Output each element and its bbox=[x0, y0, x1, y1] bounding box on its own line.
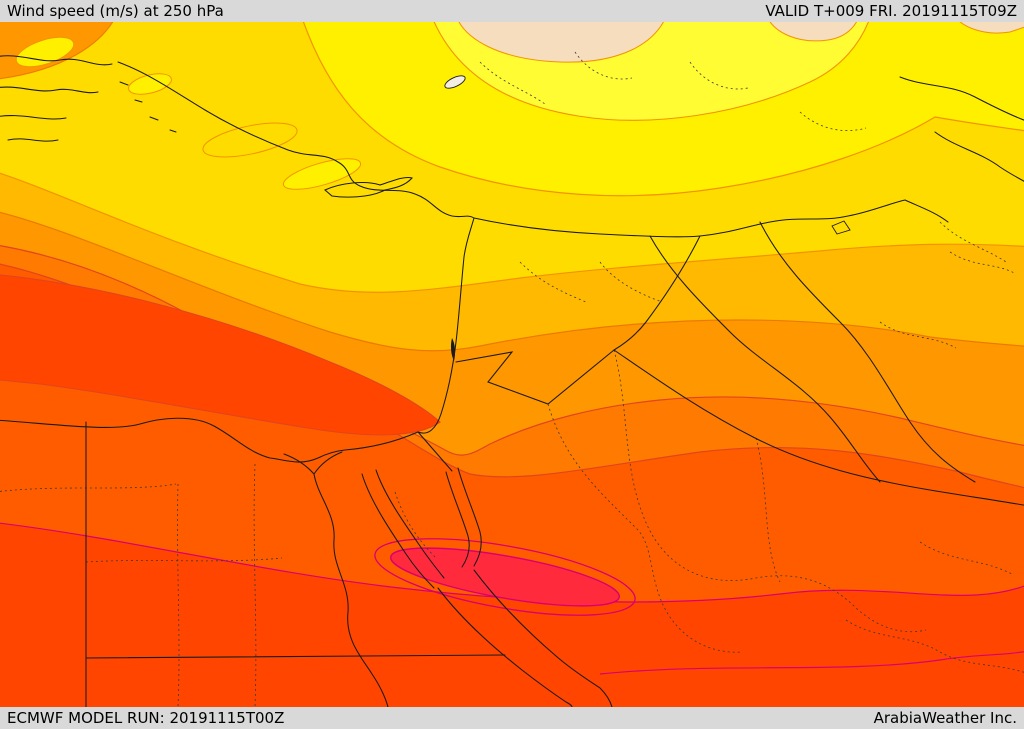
map-area bbox=[0, 22, 1024, 707]
nile-delta bbox=[283, 451, 343, 475]
border-egypt-sudan bbox=[85, 654, 506, 659]
lake-outline bbox=[831, 220, 851, 235]
border-turkey-syria bbox=[473, 199, 949, 238]
yellow-blob bbox=[15, 36, 75, 68]
coastline-segment bbox=[899, 76, 1024, 121]
dotted-border bbox=[253, 463, 257, 707]
yellow-streak bbox=[282, 158, 362, 190]
band-tan-patch bbox=[959, 22, 1024, 34]
dotted-border bbox=[613, 349, 927, 633]
coastline-segment bbox=[0, 55, 113, 66]
nile-river bbox=[313, 473, 389, 707]
coastline-segment bbox=[0, 115, 67, 120]
contour-line-magenta bbox=[599, 651, 1024, 675]
wind-speed-map bbox=[0, 22, 1024, 707]
border-jordan-saudi bbox=[455, 349, 615, 405]
salt-lake bbox=[444, 75, 466, 89]
jet-streak-outer-contour bbox=[374, 538, 636, 616]
model-run-label: ECMWF MODEL RUN: 20191115T00Z bbox=[7, 709, 285, 727]
jet-streak-core bbox=[390, 547, 620, 607]
gold-streak bbox=[202, 122, 298, 158]
border-iraq-saudi bbox=[613, 349, 1024, 506]
dotted-border bbox=[519, 261, 587, 303]
coastline-segment bbox=[0, 86, 99, 94]
red-tongue-west bbox=[0, 274, 441, 436]
dotted-border bbox=[845, 619, 1024, 673]
dotted-border bbox=[394, 491, 437, 559]
admin-borders-dotted bbox=[0, 51, 1024, 707]
dotted-border bbox=[919, 541, 1013, 575]
valid-time: VALID T+009 FRI. 20191115T09Z bbox=[765, 2, 1017, 20]
brand-label: ArabiaWeather Inc. bbox=[873, 709, 1017, 727]
dotted-border bbox=[939, 221, 1007, 263]
dotted-border bbox=[574, 51, 633, 80]
red-sea-east-shore bbox=[473, 569, 613, 707]
border-egypt-israel bbox=[417, 431, 453, 472]
dead-sea bbox=[450, 338, 456, 361]
dotted-border bbox=[547, 403, 743, 653]
band-tan-patch bbox=[769, 22, 857, 42]
island-dot bbox=[119, 81, 177, 133]
dotted-border bbox=[949, 251, 1017, 275]
border-syria-iraq bbox=[613, 235, 701, 351]
gulf-of-aqaba bbox=[445, 467, 482, 568]
mediterranean-coastline bbox=[0, 61, 475, 463]
gulf-of-suez bbox=[361, 469, 445, 589]
dotted-border bbox=[755, 437, 781, 583]
red-sea-west-shore bbox=[437, 587, 573, 707]
tigris-river bbox=[759, 221, 976, 483]
band-tan-patch bbox=[458, 22, 664, 63]
dotted-border bbox=[599, 261, 663, 303]
lakes bbox=[444, 75, 851, 361]
footer-bar: ECMWF MODEL RUN: 20191115T00Z ArabiaWeat… bbox=[0, 707, 1024, 729]
dotted-border bbox=[689, 61, 749, 90]
cyprus-island bbox=[324, 176, 413, 198]
header-bar: Wind speed (m/s) at 250 hPa VALID T+009 … bbox=[0, 0, 1024, 22]
dotted-border bbox=[177, 483, 180, 707]
coastline-segment bbox=[7, 138, 59, 142]
dotted-border bbox=[879, 321, 957, 349]
euphrates-river bbox=[649, 235, 881, 483]
coastline-segment bbox=[934, 131, 1024, 182]
contour-fill-layers bbox=[0, 22, 1024, 707]
dotted-border bbox=[479, 61, 546, 105]
map-title: Wind speed (m/s) at 250 hPa bbox=[7, 2, 224, 20]
coastlines-and-borders bbox=[0, 55, 1024, 707]
